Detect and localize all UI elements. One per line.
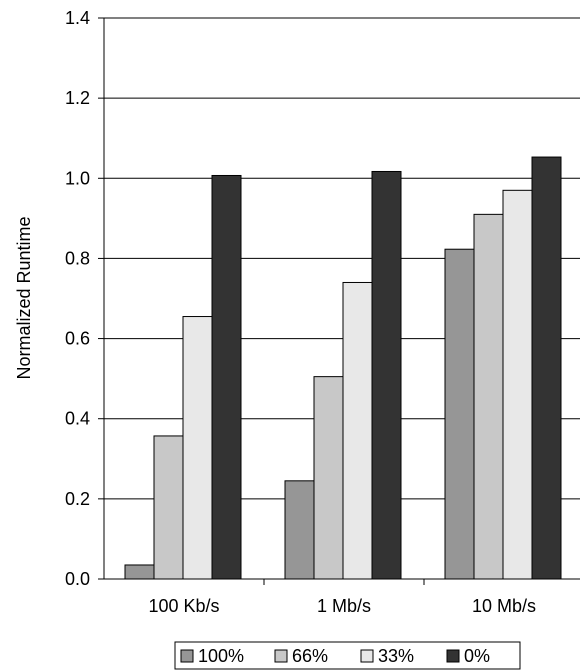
- y-tick-label: 1.0: [65, 168, 90, 188]
- bar-33pct-2: [502, 189, 533, 580]
- bar-100pct-0: [124, 564, 155, 580]
- y-tick-label: 1.2: [65, 88, 90, 108]
- bar-66pct-1: [313, 376, 344, 580]
- legend-label: 100%: [198, 646, 244, 666]
- y-tick-label: 0.4: [65, 409, 90, 429]
- bar-100pct-2: [444, 248, 475, 580]
- bar-100pct-1: [284, 480, 315, 580]
- x-tick-label: 1 Mb/s: [317, 596, 371, 616]
- x-tick-label: 10 Mb/s: [472, 596, 536, 616]
- bar-33pct-0: [182, 316, 213, 580]
- legend-box: [174, 641, 521, 670]
- y-tick-label: 0.8: [65, 248, 90, 268]
- bar-0pct-0: [211, 174, 242, 580]
- legend-swatch: [360, 649, 374, 663]
- legend-label: 0%: [464, 646, 490, 666]
- legend-swatch: [274, 649, 288, 663]
- y-axis-title: Normalized Runtime: [14, 216, 34, 379]
- y-tick-label: 1.4: [65, 8, 90, 28]
- bar-66pct-0: [153, 435, 184, 580]
- y-tick-label: 0.6: [65, 329, 90, 349]
- legend-swatch: [446, 649, 460, 663]
- legend-label: 66%: [292, 646, 328, 666]
- bar-0pct-1: [371, 170, 402, 580]
- bar-33pct-1: [342, 281, 373, 580]
- y-tick-label: 0.0: [65, 569, 90, 589]
- legend-label: 33%: [378, 646, 414, 666]
- y-tick-label: 0.2: [65, 489, 90, 509]
- legend-swatch: [180, 649, 194, 663]
- bar-0pct-2: [531, 156, 562, 580]
- bar-66pct-2: [473, 213, 504, 580]
- x-tick-label: 100 Kb/s: [148, 596, 219, 616]
